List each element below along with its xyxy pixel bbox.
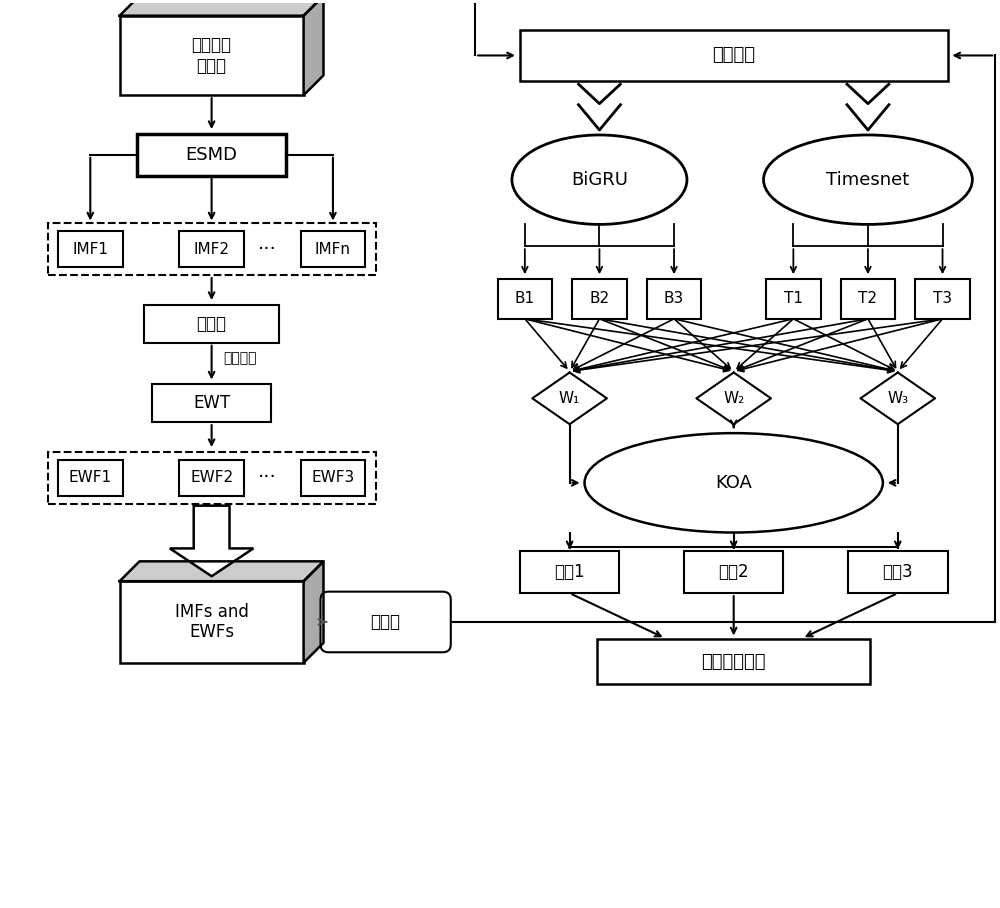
Text: 重构组分: 重构组分 — [712, 46, 755, 64]
FancyBboxPatch shape — [647, 279, 701, 319]
FancyBboxPatch shape — [301, 232, 365, 267]
Text: ···: ··· — [258, 240, 277, 259]
Text: EWF2: EWF2 — [190, 470, 233, 486]
Polygon shape — [696, 372, 771, 424]
Text: Timesnet: Timesnet — [826, 171, 910, 189]
FancyBboxPatch shape — [58, 460, 123, 496]
Text: EWF3: EWF3 — [311, 470, 355, 486]
Text: IMFn: IMFn — [315, 242, 351, 257]
FancyBboxPatch shape — [684, 551, 783, 593]
Text: IMF1: IMF1 — [72, 242, 108, 257]
FancyBboxPatch shape — [841, 279, 895, 319]
Polygon shape — [170, 506, 253, 577]
Text: 城市用水
量数据: 城市用水 量数据 — [192, 36, 232, 74]
Ellipse shape — [764, 135, 972, 224]
Text: 结果2: 结果2 — [718, 563, 749, 581]
Text: ESMD: ESMD — [186, 146, 238, 163]
Polygon shape — [120, 0, 323, 15]
FancyBboxPatch shape — [520, 30, 948, 82]
Text: 结果3: 结果3 — [882, 563, 913, 581]
Text: 最终预测结果: 最终预测结果 — [701, 653, 766, 671]
FancyBboxPatch shape — [144, 305, 279, 342]
Polygon shape — [120, 561, 323, 581]
FancyBboxPatch shape — [321, 592, 451, 652]
Text: W₃: W₃ — [887, 390, 908, 406]
FancyBboxPatch shape — [498, 279, 552, 319]
Text: EWF1: EWF1 — [69, 470, 112, 486]
Polygon shape — [532, 372, 607, 424]
FancyBboxPatch shape — [179, 460, 244, 496]
FancyBboxPatch shape — [597, 639, 870, 684]
FancyBboxPatch shape — [301, 460, 365, 496]
Text: IMFs and
EWFs: IMFs and EWFs — [175, 603, 249, 641]
FancyBboxPatch shape — [152, 384, 271, 422]
Text: 模糊熵: 模糊熵 — [371, 613, 401, 631]
Text: 结果1: 结果1 — [554, 563, 585, 581]
Text: KOA: KOA — [715, 474, 752, 492]
Text: 模糊熵: 模糊熵 — [197, 315, 227, 333]
FancyBboxPatch shape — [48, 223, 376, 275]
FancyBboxPatch shape — [848, 551, 948, 593]
FancyBboxPatch shape — [120, 15, 304, 95]
Polygon shape — [304, 561, 323, 663]
Text: T2: T2 — [858, 291, 877, 307]
Text: W₂: W₂ — [723, 390, 744, 406]
FancyBboxPatch shape — [120, 581, 304, 663]
Text: B3: B3 — [664, 291, 684, 307]
Text: T3: T3 — [933, 291, 952, 307]
FancyBboxPatch shape — [915, 279, 970, 319]
Text: B1: B1 — [515, 291, 535, 307]
FancyBboxPatch shape — [58, 232, 123, 267]
Text: T1: T1 — [784, 291, 803, 307]
Text: 高频分量: 高频分量 — [224, 351, 257, 366]
Text: EWT: EWT — [193, 394, 230, 412]
FancyBboxPatch shape — [766, 279, 821, 319]
Text: B2: B2 — [589, 291, 610, 307]
FancyBboxPatch shape — [48, 452, 376, 504]
Ellipse shape — [585, 433, 883, 532]
Text: BiGRU: BiGRU — [571, 171, 628, 189]
Ellipse shape — [512, 135, 687, 224]
FancyBboxPatch shape — [520, 551, 619, 593]
Text: ···: ··· — [258, 469, 277, 488]
Polygon shape — [304, 0, 323, 95]
Text: W₁: W₁ — [559, 390, 580, 406]
FancyBboxPatch shape — [179, 232, 244, 267]
FancyBboxPatch shape — [137, 134, 286, 176]
Text: IMF2: IMF2 — [194, 242, 230, 257]
FancyBboxPatch shape — [572, 279, 627, 319]
Polygon shape — [860, 372, 935, 424]
